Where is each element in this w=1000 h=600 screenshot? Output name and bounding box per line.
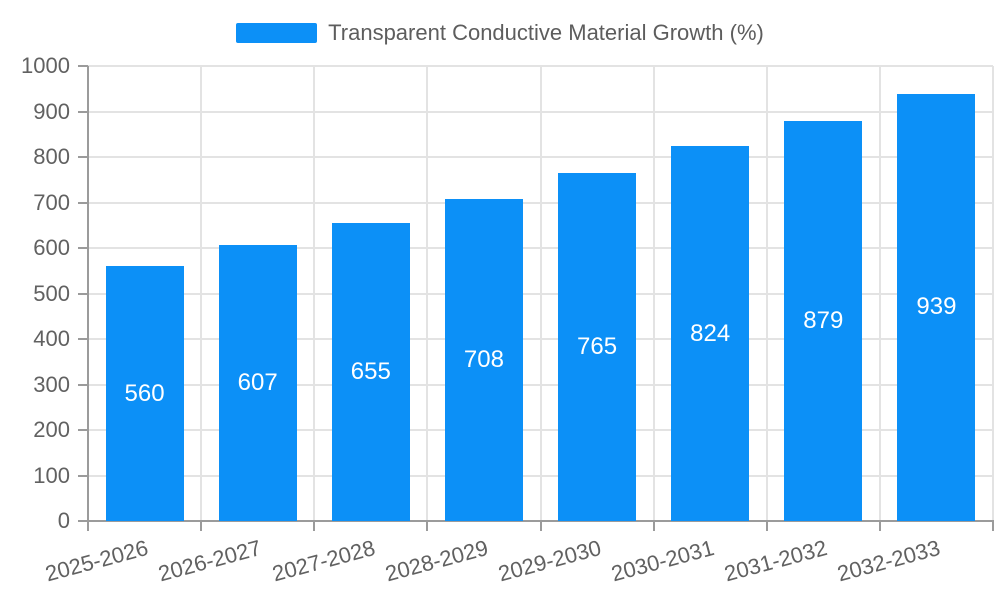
y-axis-label: 700 <box>33 189 70 215</box>
x-axis-tick <box>87 521 89 531</box>
y-axis-label: 600 <box>33 235 70 260</box>
bar-value-label: 824 <box>690 319 731 347</box>
y-axis-label: 100 <box>33 462 70 488</box>
y-axis-label: 400 <box>33 326 70 351</box>
x-axis-label: 2031-2032 <box>721 535 830 587</box>
bar[interactable]: 708 <box>444 198 523 521</box>
x-gridline <box>313 66 316 521</box>
y-axis-tick <box>78 247 88 249</box>
bar-value-label: 708 <box>463 345 504 373</box>
bar-value-label: 765 <box>577 332 618 360</box>
x-axis-label: 2032-2033 <box>834 535 943 587</box>
y-axis-label: 0 <box>57 508 70 533</box>
x-axis-tick <box>765 521 768 531</box>
bar[interactable]: 765 <box>558 172 637 521</box>
x-axis-tick <box>878 521 881 531</box>
y-axis-label: 500 <box>33 280 70 306</box>
x-gridline <box>200 66 203 521</box>
bar[interactable]: 939 <box>897 93 976 521</box>
y-axis-tick <box>78 110 88 113</box>
y-axis-tick <box>78 65 88 67</box>
y-axis-label: 1000 <box>21 53 70 78</box>
y-axis-tick <box>78 201 88 204</box>
y-axis-label: 200 <box>33 417 70 442</box>
x-axis-label: 2030-2031 <box>608 535 717 587</box>
x-gridline <box>652 66 655 521</box>
x-axis-tick <box>652 521 655 531</box>
x-axis-label: 2029-2030 <box>495 535 604 587</box>
x-axis-label: 2028-2029 <box>382 535 491 587</box>
y-axis-tick <box>78 429 88 431</box>
y-axis-label: 800 <box>33 144 70 169</box>
x-axis-tick <box>992 521 994 531</box>
x-axis-tick <box>313 521 316 531</box>
bar-value-label: 560 <box>124 379 165 407</box>
bar[interactable]: 879 <box>784 121 863 521</box>
x-axis-label: 2027-2028 <box>269 535 378 587</box>
bar-value-label: 607 <box>237 368 278 396</box>
legend: Transparent Conductive Material Growth (… <box>0 20 1000 46</box>
x-gridline <box>765 66 768 521</box>
x-gridline <box>992 66 994 521</box>
bar-value-label: 655 <box>350 357 391 385</box>
x-axis-tick <box>426 521 429 531</box>
legend-swatch-icon <box>236 23 318 43</box>
y-axis-tick <box>78 338 88 340</box>
y-axis-tick <box>78 474 88 477</box>
bar-value-label: 939 <box>916 293 957 321</box>
y-axis-label: 300 <box>33 371 70 397</box>
bar[interactable]: 655 <box>331 222 410 521</box>
x-gridline <box>426 66 429 521</box>
y-axis-tick <box>78 292 88 295</box>
y-axis-label: 900 <box>33 98 70 124</box>
x-axis-tick <box>539 521 542 531</box>
x-axis-line <box>87 520 994 522</box>
legend-item[interactable]: Transparent Conductive Material Growth (… <box>236 20 764 46</box>
bar[interactable]: 560 <box>105 266 184 521</box>
x-axis-label: 2025-2026 <box>42 535 152 587</box>
bar[interactable]: 607 <box>218 244 297 521</box>
legend-label: Transparent Conductive Material Growth (… <box>328 20 764 45</box>
x-gridline <box>878 66 881 521</box>
x-axis-tick <box>200 521 203 531</box>
bar-value-label: 879 <box>803 307 844 335</box>
y-axis-line <box>87 66 89 521</box>
bar[interactable]: 824 <box>671 146 750 521</box>
y-axis-tick <box>78 383 88 386</box>
y-axis-tick <box>78 520 88 522</box>
plot-area: 0 100 200 300 400 500 600 700 800 900 1000 560 607 65… <box>21 53 994 586</box>
x-gridline <box>539 66 542 521</box>
y-axis-tick <box>78 156 88 158</box>
x-axis-label: 2026-2027 <box>156 535 265 587</box>
